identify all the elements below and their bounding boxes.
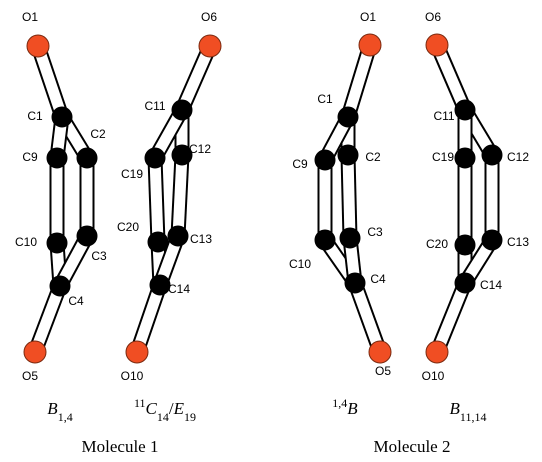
atom-label: C1 bbox=[317, 92, 333, 106]
atom-label: O6 bbox=[425, 10, 441, 24]
atom-label: C11 bbox=[144, 99, 165, 113]
carbon-atom bbox=[47, 148, 67, 168]
atom-label: C20 bbox=[117, 220, 139, 234]
oxygen-atom bbox=[426, 341, 448, 363]
page: Molecule 1 Molecule 2 O1 C1 C2 C9 C10 C3 C4 O5 B… bbox=[0, 0, 542, 462]
atom-label: O5 bbox=[375, 364, 391, 378]
atom-label: C2 bbox=[90, 127, 106, 141]
conformation-part: 14 bbox=[157, 410, 169, 424]
conformation-part: B bbox=[47, 399, 58, 418]
atom-label: C14 bbox=[168, 282, 190, 296]
atom-label: C3 bbox=[91, 249, 107, 263]
oxygen-atom bbox=[369, 341, 391, 363]
carbon-atom bbox=[172, 100, 192, 120]
atom-label: C12 bbox=[189, 142, 211, 156]
conformation-part: B bbox=[450, 399, 461, 418]
oxygen-atom bbox=[27, 35, 49, 57]
carbon-atom bbox=[168, 226, 188, 246]
ring: O1 C1 C2 C9 C10 C3 C4 O5 bbox=[289, 10, 391, 378]
atom-label: C13 bbox=[190, 232, 212, 246]
oxygen-atom bbox=[359, 34, 381, 56]
carbon-atom bbox=[315, 230, 335, 250]
atom-label: C19 bbox=[432, 150, 454, 164]
atom-label: O10 bbox=[121, 369, 144, 383]
conformation-label: 1,4B bbox=[332, 396, 358, 418]
conformation-part: 11 bbox=[134, 396, 146, 410]
atom-label: O10 bbox=[422, 369, 445, 383]
atom-label: O5 bbox=[22, 369, 38, 383]
conformation-label: B11,14 bbox=[450, 399, 487, 424]
oxygen-atom bbox=[199, 35, 221, 57]
conformation-part: 11,14 bbox=[460, 410, 487, 424]
ring: O6 C11 C12 C19 C20 C13 C14 O10 bbox=[422, 10, 530, 383]
molecule-label: Molecule 2 bbox=[374, 437, 451, 456]
carbon-atom bbox=[455, 100, 475, 120]
ring: O1 C1 C2 C9 C10 C3 C4 O5 bbox=[15, 10, 107, 383]
atom-label: C13 bbox=[507, 235, 529, 249]
carbon-atom bbox=[52, 107, 72, 127]
atom-label: C2 bbox=[365, 150, 381, 164]
atom-label: C14 bbox=[480, 278, 502, 292]
molecule-label: Molecule 1 bbox=[82, 437, 159, 456]
carbon-atom bbox=[345, 273, 365, 293]
carbon-atom bbox=[455, 148, 475, 168]
carbon-atom bbox=[455, 273, 475, 293]
bond bbox=[155, 158, 158, 242]
carbon-atom bbox=[482, 230, 502, 250]
atom-label: C4 bbox=[68, 294, 84, 308]
carbon-atom bbox=[338, 107, 358, 127]
carbon-atom bbox=[482, 145, 502, 165]
oxygen-atom bbox=[426, 34, 448, 56]
conformation-part: 19 bbox=[184, 410, 196, 424]
conformation-part: B bbox=[347, 399, 358, 418]
carbon-atom bbox=[47, 233, 67, 253]
atom-label: C19 bbox=[121, 167, 143, 181]
conformation-part: 1,4 bbox=[332, 396, 347, 410]
conformation-part: 1,4 bbox=[58, 410, 73, 424]
diagram: Molecule 1 Molecule 2 O1 C1 C2 C9 C10 C3 C4 O5 B… bbox=[0, 0, 542, 462]
atom-label: O6 bbox=[201, 10, 217, 24]
ring: O6 C11 C12 C19 C20 C13 C14 O10 bbox=[117, 10, 221, 383]
atom-label: C3 bbox=[367, 225, 383, 239]
carbon-atom bbox=[315, 150, 335, 170]
carbon-atom bbox=[77, 148, 97, 168]
conformation-label: 11C14/E19 bbox=[134, 396, 196, 424]
atom-label: C9 bbox=[292, 157, 308, 171]
atom-label: O1 bbox=[22, 10, 38, 24]
bond bbox=[178, 155, 182, 236]
carbon-atom bbox=[77, 226, 97, 246]
oxygen-atom bbox=[24, 341, 46, 363]
carbon-atom bbox=[145, 148, 165, 168]
atom-label: C10 bbox=[289, 257, 311, 271]
atom-label: C12 bbox=[507, 150, 529, 164]
atom-label: C1 bbox=[27, 109, 43, 123]
carbon-atom bbox=[340, 228, 360, 248]
atom-label: O1 bbox=[360, 10, 376, 24]
oxygen-atom bbox=[126, 341, 148, 363]
carbon-atom bbox=[455, 235, 475, 255]
atom-label: C4 bbox=[370, 272, 386, 286]
atom-label: C9 bbox=[22, 150, 38, 164]
atom-label: C20 bbox=[426, 237, 448, 251]
conformation-part: E bbox=[173, 399, 185, 418]
carbon-atom bbox=[50, 276, 70, 296]
atom-label: C11 bbox=[433, 109, 454, 123]
atom-label: C10 bbox=[15, 235, 37, 249]
bond bbox=[348, 155, 350, 238]
conformation-part: C bbox=[146, 399, 158, 418]
carbon-atom bbox=[338, 145, 358, 165]
conformation-label: B1,4 bbox=[47, 399, 72, 424]
carbon-atom bbox=[148, 232, 168, 252]
